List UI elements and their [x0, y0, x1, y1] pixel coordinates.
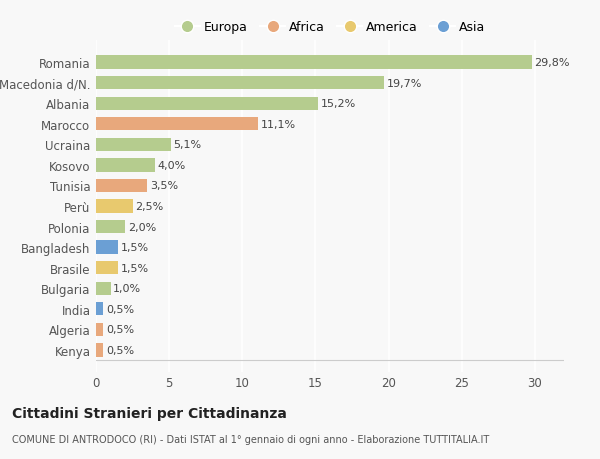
Bar: [96, 302, 103, 316]
Bar: [96, 220, 125, 234]
Bar: [96, 159, 155, 172]
Text: 1,5%: 1,5%: [121, 263, 149, 273]
Bar: [96, 200, 133, 213]
Legend: Europa, Africa, America, Asia: Europa, Africa, America, Asia: [170, 16, 490, 39]
Text: 1,0%: 1,0%: [113, 284, 142, 294]
Text: 1,5%: 1,5%: [121, 242, 149, 252]
Text: 29,8%: 29,8%: [535, 58, 570, 68]
Bar: [96, 179, 147, 193]
Text: Cittadini Stranieri per Cittadinanza: Cittadini Stranieri per Cittadinanza: [12, 406, 287, 420]
Text: 5,1%: 5,1%: [173, 140, 202, 150]
Text: 2,0%: 2,0%: [128, 222, 156, 232]
Text: 4,0%: 4,0%: [157, 161, 185, 171]
Bar: [96, 282, 110, 295]
Text: 19,7%: 19,7%: [387, 78, 422, 89]
Text: 15,2%: 15,2%: [321, 99, 356, 109]
Bar: [96, 97, 318, 111]
Text: 0,5%: 0,5%: [106, 325, 134, 335]
Bar: [96, 323, 103, 336]
Text: 0,5%: 0,5%: [106, 304, 134, 314]
Bar: [96, 56, 532, 70]
Text: 2,5%: 2,5%: [135, 202, 163, 212]
Text: COMUNE DI ANTRODOCO (RI) - Dati ISTAT al 1° gennaio di ogni anno - Elaborazione : COMUNE DI ANTRODOCO (RI) - Dati ISTAT al…: [12, 434, 489, 444]
Bar: [96, 262, 118, 275]
Bar: [96, 77, 384, 90]
Bar: [96, 118, 259, 131]
Text: 0,5%: 0,5%: [106, 345, 134, 355]
Bar: [96, 343, 103, 357]
Text: 3,5%: 3,5%: [150, 181, 178, 191]
Text: 11,1%: 11,1%: [261, 119, 296, 129]
Bar: [96, 138, 170, 151]
Bar: [96, 241, 118, 254]
